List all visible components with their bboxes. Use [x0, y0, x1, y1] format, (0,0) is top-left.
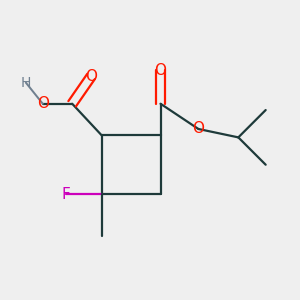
Text: H: H: [21, 76, 31, 90]
Text: O: O: [154, 63, 166, 78]
Text: F: F: [61, 187, 70, 202]
Text: O: O: [37, 96, 49, 111]
Text: O: O: [192, 122, 204, 136]
Text: O: O: [85, 69, 97, 84]
